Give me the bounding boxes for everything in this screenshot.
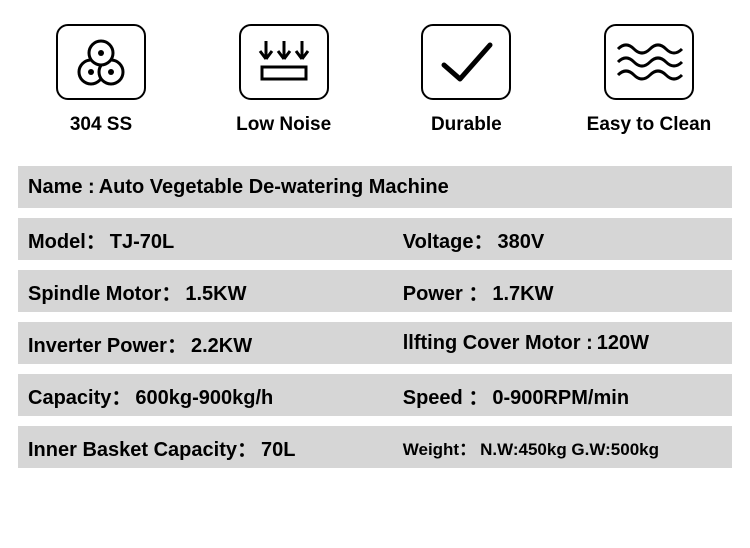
spec-value: 380V [498, 231, 545, 254]
spec-row-spindle-power: Spindle Motor： 1.5KW Power ： 1.7KW [18, 270, 732, 312]
feature-low-noise: Low Noise [209, 24, 359, 136]
logs-icon [56, 24, 146, 100]
feature-label: Low Noise [236, 114, 331, 136]
spec-value: N.W:450kg G.W:500kg [480, 440, 659, 460]
spec-label: Model： [28, 225, 106, 254]
feature-304ss: 304 SS [26, 24, 176, 136]
spec-value: 2.2KW [191, 335, 252, 358]
spec-value: Auto Vegetable De-watering Machine [99, 176, 449, 199]
spec-label: Inner Basket Capacity： [28, 433, 257, 462]
spec-value: 1.5KW [185, 283, 246, 306]
spec-label: Capacity： [28, 381, 131, 410]
spec-value: 70L [261, 439, 295, 462]
waves-icon [604, 24, 694, 100]
spec-row-model-voltage: Model： TJ-70L Voltage： 380V [18, 218, 732, 260]
spec-label: Name : [28, 176, 95, 199]
spec-label: llfting Cover Motor : [403, 332, 593, 355]
spec-label: Spindle Motor： [28, 277, 181, 306]
feature-durable: Durable [391, 24, 541, 136]
spec-label: Weight： [403, 435, 476, 460]
spec-value: 120W [597, 332, 649, 355]
spec-label: Power ： [403, 277, 489, 306]
checkmark-icon [421, 24, 511, 100]
arrows-down-icon [239, 24, 329, 100]
spec-row-inverter-lifting: Inverter Power： 2.2KW llfting Cover Moto… [18, 322, 732, 364]
spec-value: 600kg-900kg/h [135, 387, 273, 410]
spec-row-basket-weight: Inner Basket Capacity： 70L Weight： N.W:4… [18, 426, 732, 468]
spec-row-capacity-speed: Capacity： 600kg-900kg/h Speed ： 0-900RPM… [18, 374, 732, 416]
spec-value: TJ-70L [110, 231, 174, 254]
spec-label: Voltage： [403, 225, 494, 254]
spec-value: 0-900RPM/min [492, 387, 629, 410]
feature-label: Easy to Clean [587, 114, 712, 136]
feature-easy-clean: Easy to Clean [574, 24, 724, 136]
spec-value: 1.7KW [492, 283, 553, 306]
features-row: 304 SS Low Noise Durable [18, 24, 732, 136]
feature-label: Durable [431, 114, 502, 136]
spec-row-name: Name : Auto Vegetable De-watering Machin… [18, 166, 732, 208]
feature-label: 304 SS [70, 114, 132, 136]
spec-label: Inverter Power： [28, 329, 187, 358]
spec-label: Speed ： [403, 381, 489, 410]
spec-table: Name : Auto Vegetable De-watering Machin… [18, 166, 732, 468]
